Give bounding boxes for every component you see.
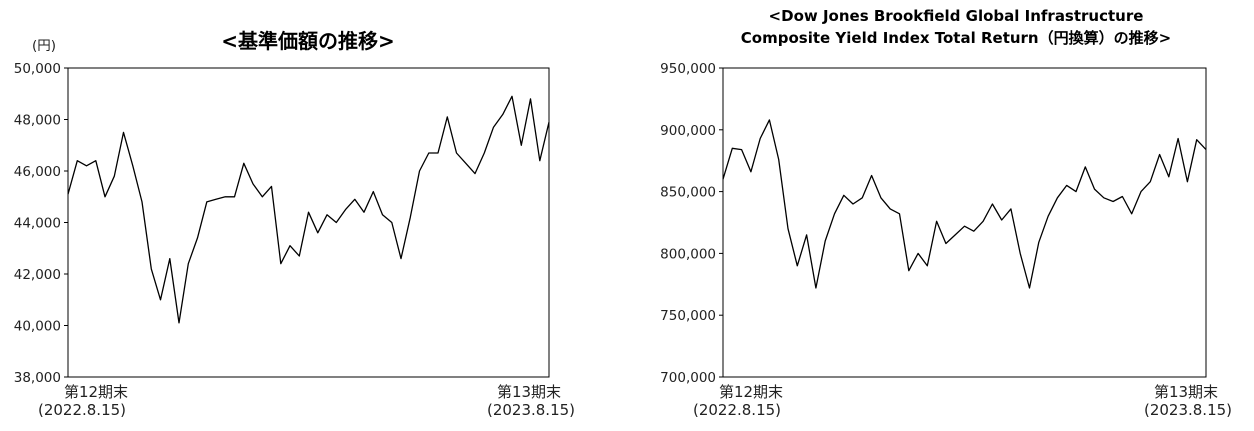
y-tick-label: 44,000 bbox=[14, 216, 61, 232]
x-end-label: 第13期末 bbox=[1154, 383, 1218, 401]
y-tick-label: 950,000 bbox=[660, 61, 716, 77]
x-end-date: (2023.8.15) bbox=[1144, 401, 1232, 419]
y-tick-label: 900,000 bbox=[660, 123, 716, 139]
plot-frame bbox=[722, 67, 1207, 378]
y-tick-label: 850,000 bbox=[660, 185, 716, 201]
x-end-label: 第13期末 bbox=[497, 383, 561, 401]
y-tick-label: 46,000 bbox=[14, 164, 61, 180]
index-chart: <Dow Jones Brookfield Global Infrastruct… bbox=[660, 7, 1232, 419]
y-tick-label: 42,000 bbox=[14, 267, 61, 283]
chart-title-line-1: <Dow Jones Brookfield Global Infrastruct… bbox=[769, 7, 1144, 25]
x-end-date: (2023.8.15) bbox=[487, 401, 575, 419]
y-tick-label: 800,000 bbox=[660, 246, 716, 262]
y-tick-label: 50,000 bbox=[14, 61, 61, 77]
y-tick-label: 40,000 bbox=[14, 319, 61, 335]
y-axis-unit: (円) bbox=[32, 38, 56, 54]
chart-title: <基準価額の推移> bbox=[221, 29, 395, 53]
x-start-date: (2022.8.15) bbox=[693, 401, 781, 419]
y-tick-label: 750,000 bbox=[660, 308, 716, 324]
y-tick-label: 48,000 bbox=[14, 113, 61, 129]
chart-title-line-2: Composite Yield Index Total Return（円換算）の… bbox=[741, 29, 1171, 47]
series-line bbox=[67, 95, 550, 324]
x-start-label: 第12期末 bbox=[64, 383, 128, 401]
series-line bbox=[722, 119, 1207, 289]
y-tick-label: 38,000 bbox=[14, 370, 61, 386]
y-tick-label: 700,000 bbox=[660, 370, 716, 386]
x-start-label: 第12期末 bbox=[719, 383, 783, 401]
nav-chart: <基準価額の推移> (円) 38,000 40,000 42,000 44,000 46,0… bbox=[14, 29, 575, 419]
plot-frame bbox=[67, 67, 550, 378]
x-start-date: (2022.8.15) bbox=[38, 401, 126, 419]
